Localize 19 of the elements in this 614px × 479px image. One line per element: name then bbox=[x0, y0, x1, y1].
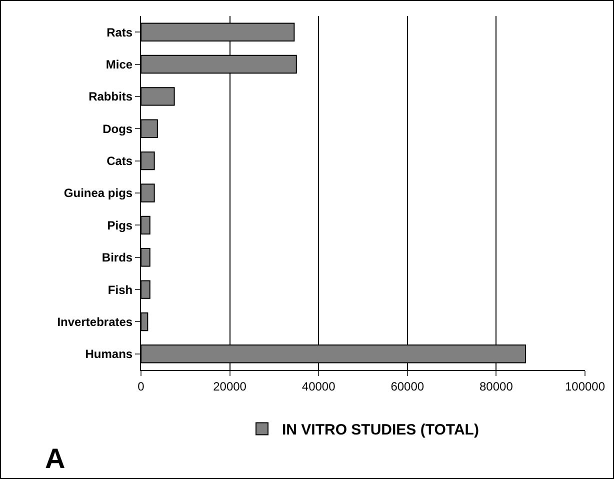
y-tick-label: Guinea pigs bbox=[64, 186, 133, 200]
y-tick-label: Invertebrates bbox=[57, 314, 133, 329]
y-tick-label: Humans bbox=[85, 347, 133, 362]
x-tick-label: 100000 bbox=[564, 379, 606, 394]
y-tick-label: Dogs bbox=[102, 122, 133, 136]
x-tick-label: 60000 bbox=[390, 379, 424, 394]
y-tick-label: Mice bbox=[106, 57, 133, 72]
y-tick-label: Cats bbox=[106, 154, 133, 168]
y-tick-label: Rabbits bbox=[88, 90, 133, 104]
x-tick-label: 0 bbox=[138, 379, 145, 394]
x-tick-label: 80000 bbox=[480, 379, 514, 394]
y-tick-label: Pigs bbox=[107, 218, 133, 232]
legend-label: IN VITRO STUDIES (TOTAL) bbox=[282, 422, 479, 439]
y-tick-label: Rats bbox=[106, 25, 133, 40]
x-tick-label: 20000 bbox=[213, 379, 247, 394]
x-tick-label: 40000 bbox=[302, 379, 336, 394]
y-tick-label: Birds bbox=[102, 250, 133, 265]
text: A bbox=[45, 443, 66, 474]
y-tick-label: Fish bbox=[108, 282, 133, 297]
